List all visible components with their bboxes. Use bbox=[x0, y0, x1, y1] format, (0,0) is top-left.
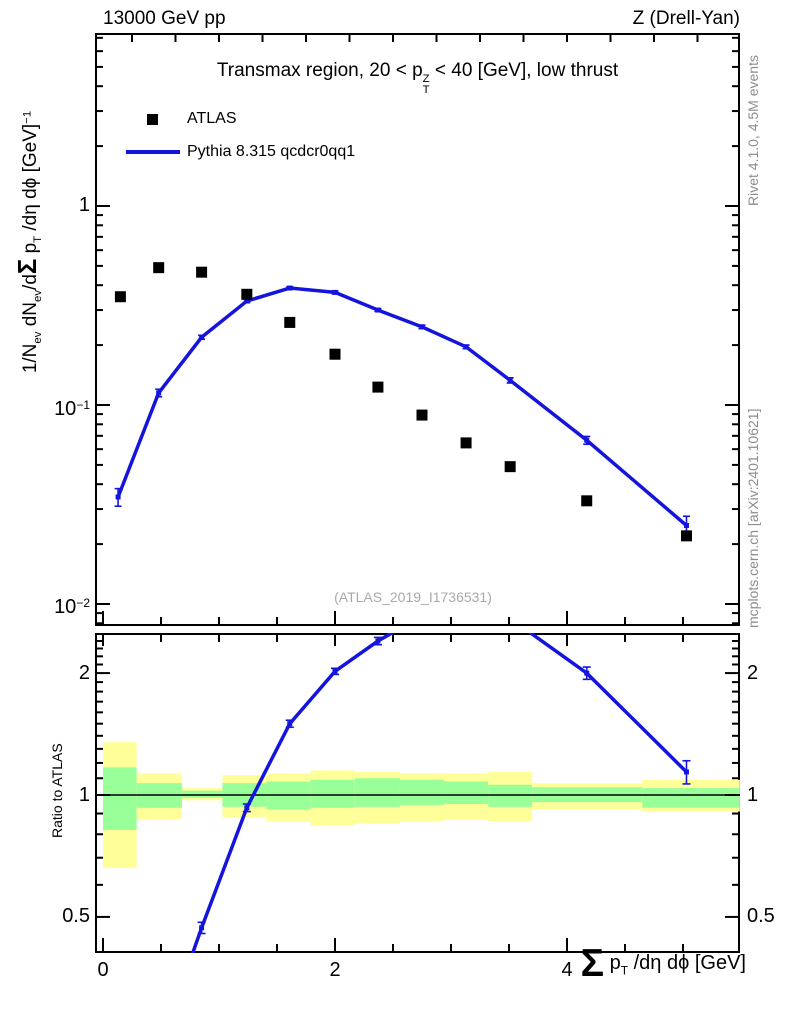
ratio-plot-area bbox=[95, 633, 740, 953]
legend-pythia-label: Pythia 8.315 qcdcr0qq1 bbox=[187, 143, 356, 160]
ratio-tick-1-left: 1 bbox=[78, 784, 90, 806]
ratio-tick-05-right: 0.5 bbox=[747, 905, 775, 927]
x-tick-4: 4 bbox=[561, 959, 573, 981]
x-tick-0: 0 bbox=[97, 959, 109, 981]
ratio-tick-05-left: 0.5 bbox=[62, 905, 90, 927]
main-panel-frame bbox=[95, 33, 740, 626]
analysis-watermark: (ATLAS_2019_I1736531) bbox=[334, 589, 492, 605]
mcplots-arxiv-note: mcplots.cern.ch [arXiv:2401.10621] bbox=[745, 408, 761, 628]
x-tick-2: 2 bbox=[329, 959, 341, 981]
ratio-tick-2-right: 2 bbox=[747, 662, 759, 684]
ratio-tick-1-right: 1 bbox=[747, 784, 759, 806]
beam-energy-label: 13000 GeV pp bbox=[103, 8, 226, 29]
legend-atlas-label: ATLAS bbox=[187, 110, 237, 127]
y-tick-1e-2: 10−2 bbox=[54, 596, 90, 618]
main-plot-area bbox=[95, 33, 740, 626]
process-label: Z (Drell-Yan) bbox=[632, 8, 740, 29]
y-axis-label: 1/Nev dNev/dΣ pT /dη dϕ [GeV]−1 bbox=[14, 110, 45, 374]
ratio-axis-label: Ratio to ATLAS bbox=[49, 743, 65, 838]
legend-atlas-marker-icon bbox=[147, 114, 158, 125]
y-tick-1: 1 bbox=[78, 194, 90, 216]
legend-pythia-line-icon bbox=[126, 150, 180, 154]
ratio-tick-2-left: 2 bbox=[78, 662, 90, 684]
x-axis-label: Σ pT /dη dϕ [GeV] bbox=[580, 942, 746, 985]
rivet-version-note: Rivet 4.1.0, 4.5M events bbox=[745, 55, 761, 206]
y-tick-1e-1: 10−1 bbox=[54, 398, 90, 420]
